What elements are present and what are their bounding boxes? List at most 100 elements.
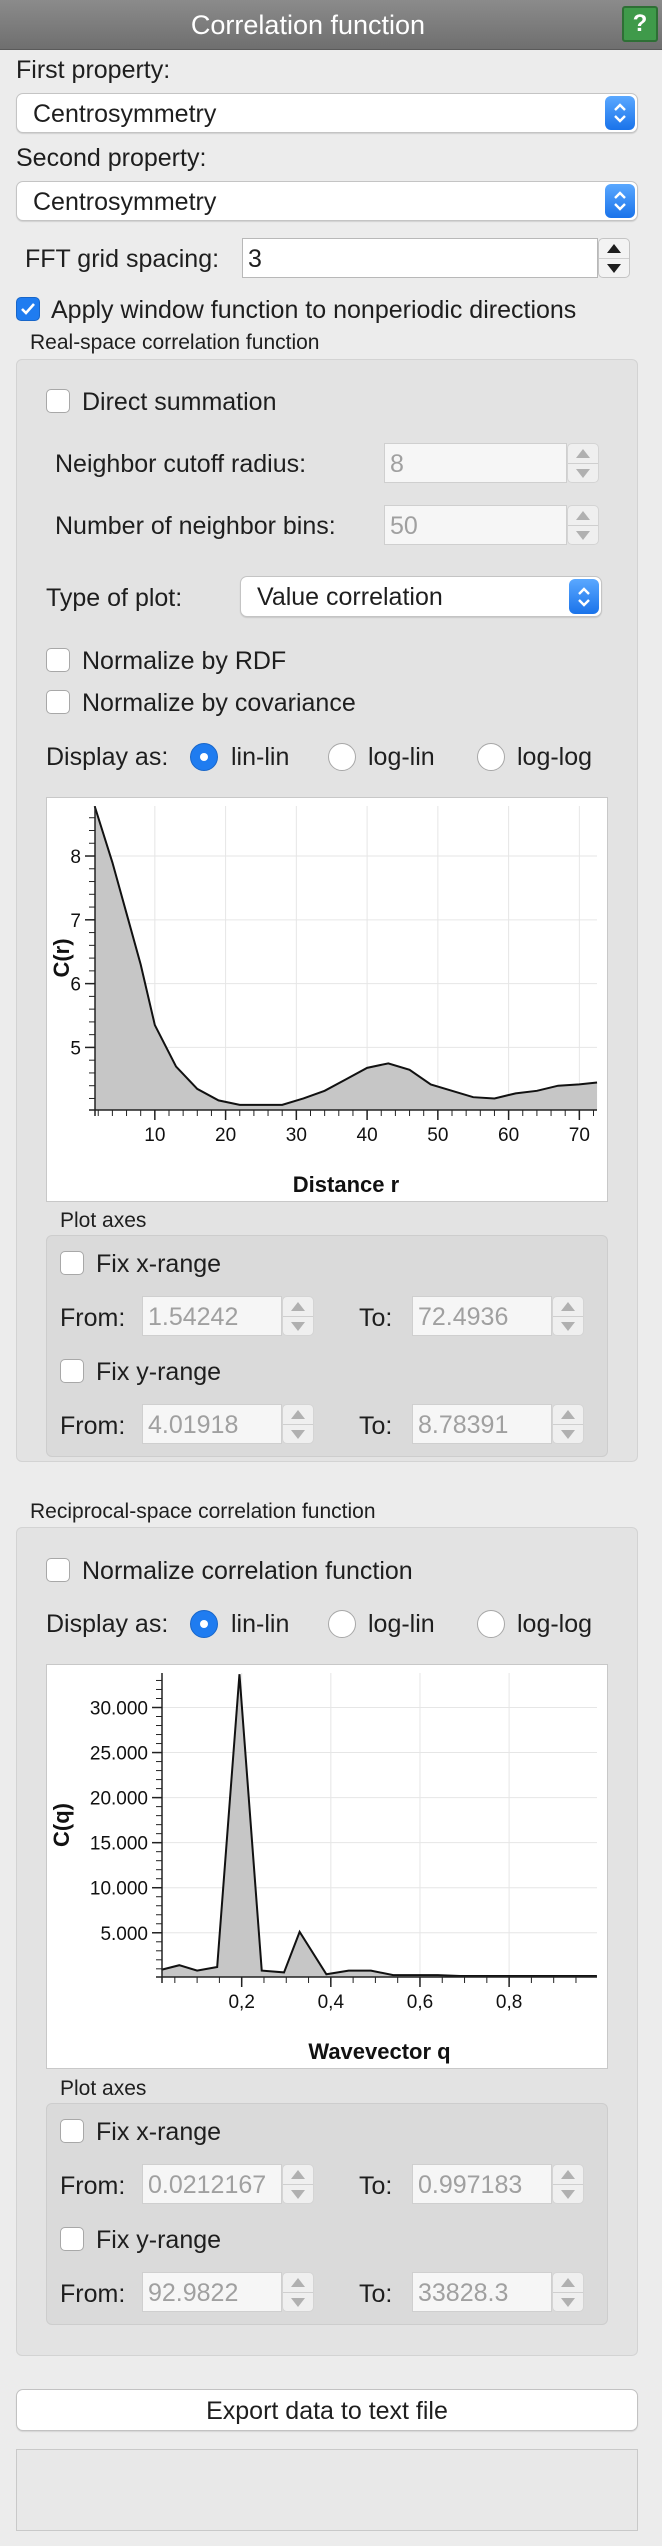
normalize-rdf-checkbox[interactable]: [46, 648, 70, 672]
y-tick-label: 6: [70, 975, 81, 996]
real-y-to-input[interactable]: 8.78391: [412, 1404, 552, 1444]
recip-fix-x-label: Fix x-range: [96, 2118, 222, 2146]
chevron-updown-icon: [605, 96, 635, 130]
y-tick-label: 15.000: [90, 1834, 148, 1855]
x-tick-label: 0,4: [318, 1992, 345, 2013]
status-area: [16, 2449, 638, 2531]
y-tick-label: 5: [70, 1038, 81, 1059]
y-tick-label: 8: [70, 847, 81, 868]
recip-fix-y-checkbox[interactable]: [60, 2227, 84, 2251]
help-button[interactable]: ?: [622, 6, 658, 42]
plot-type-select[interactable]: Value correlation: [240, 576, 602, 617]
recip-x-from-stepper[interactable]: [282, 2164, 314, 2204]
real-x-to-value: 72.4936: [418, 1303, 509, 1331]
recip-radio-log-lin[interactable]: [328, 1610, 356, 1638]
y-tick-label: 30.000: [90, 1698, 148, 1719]
recip-x-to-input[interactable]: 0.997183: [412, 2164, 552, 2204]
real-y-from-stepper[interactable]: [282, 1404, 314, 1444]
reciprocal-space-title: Reciprocal-space correlation function: [30, 1500, 376, 1523]
fft-grid-stepper[interactable]: [598, 238, 630, 278]
x-tick-label: 0,2: [228, 1992, 254, 2013]
plot-type-label: Type of plot:: [46, 584, 183, 612]
real-x-from-input[interactable]: 1.54242: [142, 1296, 282, 1336]
x-tick-label: 0,6: [407, 1992, 433, 2013]
real-radio-log-log[interactable]: [477, 743, 505, 771]
real-y-to-stepper[interactable]: [552, 1404, 584, 1444]
recip-y-from-stepper[interactable]: [282, 2272, 314, 2312]
arrow-down-icon: [561, 2190, 575, 2199]
real-x-from-label: From:: [60, 1304, 126, 1332]
arrow-up-icon: [291, 2170, 305, 2179]
arrow-down-icon: [291, 1430, 305, 1439]
recip-fix-x-checkbox[interactable]: [60, 2119, 84, 2143]
arrow-down-icon: [561, 1322, 575, 1331]
real-y-from-input[interactable]: 4.01918: [142, 1404, 282, 1444]
recip-x-to-value: 0.997183: [418, 2171, 523, 2199]
fft-grid-input[interactable]: 3: [242, 238, 598, 278]
arrow-up-icon: [576, 449, 590, 458]
bins-input[interactable]: 50: [384, 505, 567, 545]
x-axis-title: Distance r: [293, 1172, 400, 1197]
recip-y-to-value: 33828.3: [418, 2279, 509, 2307]
title-bar: Correlation function ?: [0, 0, 662, 50]
first-property-select[interactable]: Centrosymmetry: [16, 93, 638, 133]
recip-radio-log-log[interactable]: [477, 1610, 505, 1638]
recip-x-from-label: From:: [60, 2172, 126, 2200]
arrow-down-icon: [576, 531, 590, 540]
y-tick-label: 7: [70, 911, 81, 932]
real-fix-y-checkbox[interactable]: [60, 1359, 84, 1383]
bins-label: Number of neighbor bins:: [55, 512, 336, 540]
second-property-value: Centrosymmetry: [33, 188, 217, 216]
real-radio-lin-lin[interactable]: [190, 743, 218, 771]
cutoff-label: Neighbor cutoff radius:: [55, 450, 307, 478]
apply-window-label: Apply window function to nonperiodic dir…: [51, 296, 577, 324]
fft-grid-label: FFT grid spacing:: [25, 245, 220, 273]
recip-y-to-stepper[interactable]: [552, 2272, 584, 2312]
real-space-plot: 10 20 30 40 50 60 70 5 6 7 8 Distance r C(r): [46, 797, 608, 1202]
recip-x-from-input[interactable]: 0.0212167: [142, 2164, 282, 2204]
reciprocal-space-chart: 0,2 0,4 0,6 0,8 5.000 10.000 15.000 20.000 25.00…: [49, 1673, 597, 2064]
second-property-select[interactable]: Centrosymmetry: [16, 181, 638, 221]
direct-summation-checkbox[interactable]: [46, 389, 70, 413]
x-tick-label: 70: [569, 1125, 590, 1146]
second-property-label: Second property:: [16, 144, 207, 172]
plot-type-value: Value correlation: [257, 583, 443, 611]
recip-radio-log-lin-label: log-lin: [368, 1610, 435, 1638]
normalize-correlation-checkbox[interactable]: [46, 1558, 70, 1582]
normalize-cov-checkbox[interactable]: [46, 690, 70, 714]
series-area: [94, 806, 598, 1110]
x-tick-label: 30: [286, 1125, 307, 1146]
recip-x-to-stepper[interactable]: [552, 2164, 584, 2204]
y-tick-label: 5.000: [100, 1924, 148, 1945]
real-fix-x-checkbox[interactable]: [60, 1251, 84, 1275]
real-space-title: Real-space correlation function: [30, 331, 320, 354]
real-x-to-input[interactable]: 72.4936: [412, 1296, 552, 1336]
recip-axes-title: Plot axes: [60, 2077, 147, 2100]
real-x-from-stepper[interactable]: [282, 1296, 314, 1336]
x-tick-label: 20: [215, 1125, 236, 1146]
arrow-up-icon: [561, 2170, 575, 2179]
real-x-to-stepper[interactable]: [552, 1296, 584, 1336]
bins-stepper[interactable]: [567, 505, 599, 545]
recip-fix-y-label: Fix y-range: [96, 2226, 222, 2254]
y-tick-label: 25.000: [90, 1744, 148, 1765]
cutoff-stepper[interactable]: [567, 443, 599, 483]
recip-y-from-input[interactable]: 92.9822: [142, 2272, 282, 2312]
arrow-up-icon: [561, 2278, 575, 2287]
recip-radio-lin-lin[interactable]: [190, 1610, 218, 1638]
chevron-updown-icon: [605, 184, 635, 218]
recip-y-to-input[interactable]: 33828.3: [412, 2272, 552, 2312]
real-y-from-value: 4.01918: [148, 1411, 239, 1439]
cutoff-value: 8: [390, 450, 404, 478]
arrow-down-icon: [561, 2298, 575, 2307]
arrow-down-icon: [291, 2298, 305, 2307]
arrow-down-icon: [576, 469, 590, 478]
apply-window-checkbox[interactable]: [16, 297, 40, 321]
export-button[interactable]: Export data to text file: [16, 2389, 638, 2431]
real-radio-log-lin[interactable]: [328, 743, 356, 771]
arrow-down-icon: [291, 2190, 305, 2199]
direct-summation-label: Direct summation: [82, 388, 277, 416]
recip-radio-log-log-label: log-log: [517, 1610, 593, 1638]
arrow-down-icon: [291, 1322, 305, 1331]
cutoff-input[interactable]: 8: [384, 443, 567, 483]
